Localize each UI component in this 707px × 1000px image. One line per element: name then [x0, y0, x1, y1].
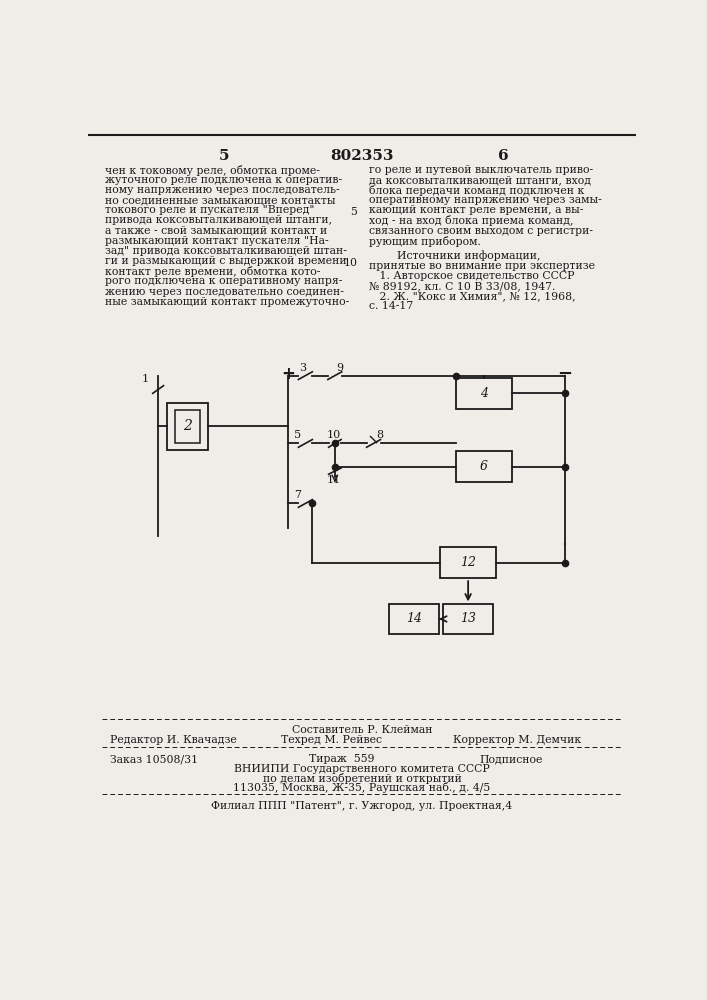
Bar	[175, 410, 200, 443]
Bar	[456, 451, 512, 482]
Text: 3: 3	[299, 363, 306, 373]
Text: 1: 1	[141, 374, 149, 384]
Text: ному напряжению через последователь-: ному напряжению через последователь-	[105, 185, 340, 195]
Bar	[389, 604, 439, 634]
Text: жению через последовательно соединен-: жению через последовательно соединен-	[105, 287, 344, 297]
Text: Филиал ППП "Патент", г. Ужгород, ул. Проектная,4: Филиал ППП "Патент", г. Ужгород, ул. Про…	[211, 801, 513, 811]
Text: 9: 9	[337, 363, 344, 373]
Text: ВНИИПИ Государственного комитета СССР: ВНИИПИ Государственного комитета СССР	[234, 764, 490, 774]
Text: токового реле и пускателя "Вперед": токового реле и пускателя "Вперед"	[105, 205, 315, 215]
Text: а также - свой замыкающий контакт и: а также - свой замыкающий контакт и	[105, 226, 327, 236]
Text: контакт реле времени, обмотка кото-: контакт реле времени, обмотка кото-	[105, 266, 321, 277]
Text: размыкающий контакт пускателя "На-: размыкающий контакт пускателя "На-	[105, 236, 329, 246]
Text: го реле и путевой выключатель приво-: го реле и путевой выключатель приво-	[369, 165, 593, 175]
Text: рого подключена к оперативному напря-: рого подключена к оперативному напря-	[105, 276, 343, 286]
Text: 12: 12	[460, 556, 476, 569]
Text: 802353: 802353	[330, 149, 394, 163]
Text: 6: 6	[498, 149, 508, 163]
Text: по делам изобретений и открытий: по делам изобретений и открытий	[262, 773, 462, 784]
Text: 13: 13	[460, 612, 476, 625]
Text: Источники информации,: Источники информации,	[369, 251, 540, 261]
Text: ные замыкающий контакт промежуточно-: ные замыкающий контакт промежуточно-	[105, 297, 350, 307]
Text: 2: 2	[183, 419, 192, 433]
Text: 4: 4	[479, 387, 488, 400]
Text: Тираж  559: Тираж 559	[309, 754, 375, 764]
Text: 11: 11	[326, 475, 340, 485]
Text: Техред М. Рейвес: Техред М. Рейвес	[281, 735, 382, 745]
Text: да коксовыталкивающей штанги, вход: да коксовыталкивающей штанги, вход	[369, 175, 591, 185]
Text: ход - на вход блока приема команд,: ход - на вход блока приема команд,	[369, 215, 573, 226]
Text: но соединенные замыкающие контакты: но соединенные замыкающие контакты	[105, 195, 336, 205]
Bar	[456, 378, 512, 409]
Text: 5: 5	[351, 207, 357, 217]
Text: кающий контакт реле времени, а вы-: кающий контакт реле времени, а вы-	[369, 205, 583, 215]
Text: оперативному напряжению через замы-: оперативному напряжению через замы-	[369, 195, 602, 205]
Text: чен к токовому реле, обмотка проме-: чен к токовому реле, обмотка проме-	[105, 165, 320, 176]
Text: связанного своим выходом с регистри-: связанного своим выходом с регистри-	[369, 226, 593, 236]
Text: 2. Ж. "Кокс и Химия", № 12, 1968,: 2. Ж. "Кокс и Химия", № 12, 1968,	[369, 291, 575, 301]
Text: Подписное: Подписное	[480, 754, 543, 764]
Text: 7: 7	[295, 490, 301, 500]
Text: 10: 10	[344, 258, 357, 268]
Text: № 89192, кл. С 10 В 33/08, 1947.: № 89192, кл. С 10 В 33/08, 1947.	[369, 281, 555, 291]
Bar	[443, 604, 493, 634]
Text: жуточного реле подключена к оператив-: жуточного реле подключена к оператив-	[105, 175, 343, 185]
Text: Составитель Р. Клейман: Составитель Р. Клейман	[292, 725, 432, 735]
Text: принятые во внимание при экспертизе: принятые во внимание при экспертизе	[369, 261, 595, 271]
Text: +: +	[281, 365, 296, 383]
Text: 5: 5	[218, 149, 229, 163]
Text: привода коксовыталкивающей штанги,: привода коксовыталкивающей штанги,	[105, 215, 332, 225]
Text: 6: 6	[479, 460, 488, 473]
Text: Корректор М. Демчик: Корректор М. Демчик	[452, 735, 581, 745]
Text: 1. Авторское свидетельство СССР: 1. Авторское свидетельство СССР	[369, 271, 574, 281]
Text: Заказ 10508/31: Заказ 10508/31	[110, 754, 198, 764]
Text: −: −	[557, 365, 573, 383]
Bar	[168, 403, 208, 450]
Text: зад" привода коксовыталкивающей штан-: зад" привода коксовыталкивающей штан-	[105, 246, 347, 256]
Text: ги и размыкающий с выдержкой времени: ги и размыкающий с выдержкой времени	[105, 256, 347, 266]
Text: блока передачи команд подключен к: блока передачи команд подключен к	[369, 185, 584, 196]
Text: 14: 14	[406, 612, 422, 625]
Text: 8: 8	[376, 430, 383, 440]
Text: Редактор И. Квачадзе: Редактор И. Квачадзе	[110, 735, 237, 745]
Text: 5: 5	[294, 430, 301, 440]
Text: 10: 10	[326, 430, 340, 440]
Text: с. 14-17: с. 14-17	[369, 301, 413, 311]
Text: рующим прибором.: рующим прибором.	[369, 236, 481, 247]
Text: 113035, Москва, Ж-35, Раушская наб., д. 4/5: 113035, Москва, Ж-35, Раушская наб., д. …	[233, 782, 491, 793]
Bar	[440, 547, 496, 578]
